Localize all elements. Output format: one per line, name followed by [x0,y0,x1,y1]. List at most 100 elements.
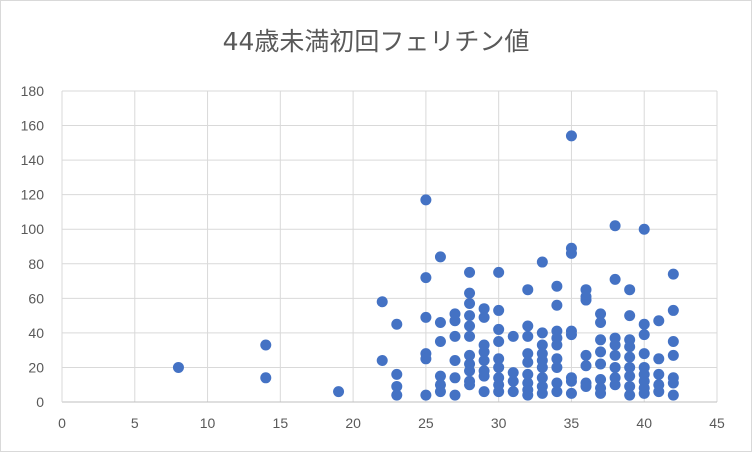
y-tick-label: 100 [21,221,45,237]
data-point [522,368,534,380]
data-point [667,304,679,316]
data-point [260,372,272,384]
data-point [434,386,446,398]
chart-title: 44歳未満初回フェリチン値 [222,27,530,56]
data-point [551,339,563,351]
data-point [653,353,665,365]
data-point [449,355,461,367]
data-point [565,375,577,387]
y-tick-labels: 0 20 40 60 80 100 120 140 160 180 [21,83,45,410]
y-tick-label: 60 [28,290,44,306]
data-point [478,311,490,323]
data-point [551,361,563,373]
axes [61,91,717,403]
x-tick-labels: 0 5 10 15 20 25 30 35 40 45 [58,415,725,431]
data-point [638,329,650,341]
data-point [507,375,519,387]
x-tick-label: 20 [345,415,361,431]
data-point [464,266,476,278]
y-tick-label: 20 [28,359,44,375]
data-point [551,280,563,292]
data-point [478,370,490,382]
x-tick-label: 25 [418,415,434,431]
data-point [536,339,548,351]
data-point [595,358,607,370]
data-point [391,380,403,392]
data-point [434,370,446,382]
data-point [434,336,446,348]
data-point [551,353,563,365]
data-point [522,320,534,332]
data-point [609,361,621,373]
x-tick-label: 45 [709,415,725,431]
data-point [464,287,476,299]
data-point [522,284,534,296]
y-tick-label: 160 [21,118,45,134]
data-point [493,361,505,373]
y-tick-label: 80 [28,256,44,272]
data-point [464,310,476,322]
data-point [667,389,679,401]
data-point [434,317,446,329]
x-tick-label: 0 [58,415,66,431]
data-point [624,351,636,363]
data-point [449,315,461,327]
data-point [507,330,519,342]
data-point [478,346,490,358]
data-point [507,367,519,379]
data-point [551,377,563,389]
x-tick-label: 30 [491,415,507,431]
data-point [449,330,461,342]
data-point [565,387,577,399]
data-point [565,329,577,341]
data-point [580,380,592,392]
data-point [478,303,490,315]
data-point [580,360,592,372]
data-point [638,223,650,235]
data-point [565,247,577,259]
data-point [420,353,432,365]
data-point [391,368,403,380]
y-tick-label: 120 [21,187,45,203]
data-point [580,294,592,306]
x-tick-label: 15 [273,415,289,431]
data-point [565,130,577,142]
data-point [595,334,607,346]
data-point [493,266,505,278]
x-tick-label: 5 [131,415,139,431]
data-point [333,386,345,398]
data-point [624,341,636,353]
y-tick-label: 140 [21,152,45,168]
data-point [609,339,621,351]
data-point [464,365,476,377]
data-point [609,379,621,391]
data-point [536,372,548,384]
data-point [624,370,636,382]
data-point [595,317,607,329]
data-point [420,272,432,284]
data-point [551,386,563,398]
x-tick-label: 35 [564,415,580,431]
data-point [667,336,679,348]
data-point [478,386,490,398]
data-point [434,251,446,263]
data-point [420,389,432,401]
data-point [624,361,636,373]
data-point [609,273,621,285]
data-point [376,355,388,367]
data-point [667,349,679,361]
data-point [609,220,621,232]
data-point [420,194,432,206]
data-point [391,318,403,330]
data-point [260,339,272,351]
data-point [638,318,650,330]
data-point [464,349,476,361]
data-point [493,304,505,316]
data-point [391,389,403,401]
data-point [493,323,505,335]
data-point [551,299,563,311]
data-point [624,380,636,392]
data-point [595,374,607,386]
data-point [609,349,621,361]
